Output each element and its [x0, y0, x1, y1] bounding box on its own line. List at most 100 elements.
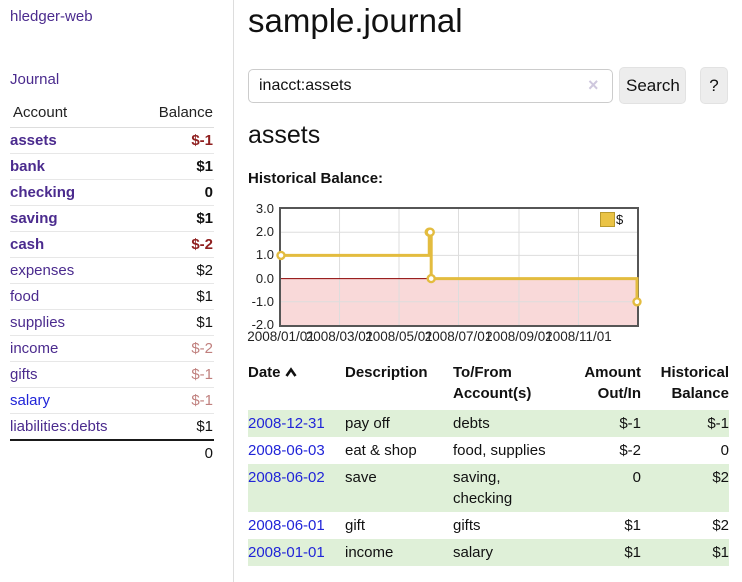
transaction-amount: $-1 — [619, 415, 641, 432]
account-row-bank: bank $1 — [10, 153, 214, 180]
transaction-balance: $-1 — [707, 415, 729, 432]
x-tick-label: 2008/01/01 — [247, 329, 315, 344]
accounts-col-balance: Balance — [137, 100, 214, 128]
account-balance: $1 — [137, 309, 214, 336]
transaction-amount: 0 — [632, 469, 641, 486]
legend-label: $ — [616, 212, 624, 227]
account-row-supplies: supplies $1 — [10, 309, 214, 336]
account-row-salary: salary $-1 — [10, 387, 214, 414]
account-link-gifts[interactable]: gifts — [10, 366, 38, 383]
register-row: 2008-06-03 eat & shop food, supplies $-2… — [248, 437, 729, 464]
sidebar-accounts-table: Account Balance assets $-1 bank $1 check… — [10, 100, 214, 466]
help-button[interactable]: ? — [700, 67, 728, 104]
y-tick-label: -2.0 — [251, 317, 274, 332]
account-balance: $-1 — [137, 361, 214, 388]
y-tick-label: 0.0 — [255, 270, 274, 286]
y-tick-label: 2.0 — [255, 224, 274, 240]
transaction-date-link[interactable]: 2008-06-02 — [248, 469, 325, 486]
transaction-description: save — [345, 469, 377, 486]
account-row-food: food $1 — [10, 283, 214, 310]
account-row-saving: saving $1 — [10, 205, 214, 232]
page-title: sample.journal — [248, 2, 463, 39]
register-col-date-label: Date — [248, 364, 281, 381]
account-row-gifts: gifts $-1 — [10, 361, 214, 388]
account-link-salary[interactable]: salary — [10, 392, 51, 409]
account-row-income: income $-2 — [10, 335, 214, 362]
legend-swatch-icon — [600, 212, 615, 227]
register-row: 2008-06-01 gift gifts $1 $2 — [248, 512, 729, 539]
register-table: Date Description To/From Account(s) Amou… — [248, 360, 729, 566]
x-tick-label: 2008/11/01 — [545, 329, 612, 344]
account-link-cash[interactable]: cash — [10, 236, 45, 253]
accounts-header-row: Account Balance — [10, 100, 214, 128]
transaction-balance: 0 — [720, 442, 729, 459]
sort-ascending-icon — [284, 367, 297, 377]
register-col-balance: Historical Balance — [660, 364, 729, 402]
transaction-description: eat & shop — [345, 442, 417, 459]
chart-caption: Historical Balance: — [248, 170, 384, 187]
transaction-accounts: food, supplies — [453, 442, 546, 459]
account-row-liabilities-debts: liabilities:debts $1 — [10, 413, 214, 441]
x-tick-label: 2008/05/01 — [365, 329, 433, 344]
account-balance: $-2 — [137, 335, 214, 362]
account-balance: $-1 — [137, 387, 214, 414]
account-link-supplies[interactable]: supplies — [10, 314, 66, 331]
transaction-accounts: salary — [453, 544, 494, 561]
account-balance: $-1 — [137, 127, 214, 154]
account-row-assets: assets $-1 — [10, 127, 214, 154]
transaction-balance: $1 — [712, 544, 729, 561]
transaction-date-link[interactable]: 2008-12-31 — [248, 415, 325, 432]
sidebar-divider — [233, 0, 234, 582]
accounts-col-account: Account — [10, 100, 138, 128]
account-row-checking: checking 0 — [10, 179, 214, 206]
register-header-row: Date Description To/From Account(s) Amou… — [248, 360, 729, 410]
account-link-saving[interactable]: saving — [10, 210, 58, 227]
search-button[interactable]: Search — [619, 67, 686, 104]
account-balance: $1 — [137, 153, 214, 180]
transaction-accounts: gifts — [453, 517, 481, 534]
transaction-balance: $2 — [712, 517, 729, 534]
y-tick-label: 3.0 — [255, 201, 274, 216]
transaction-amount: $1 — [624, 517, 641, 534]
transaction-amount: $-2 — [619, 442, 641, 459]
account-row-expenses: expenses $2 — [10, 257, 214, 284]
account-link-checking[interactable]: checking — [10, 184, 76, 201]
transaction-description: income — [345, 544, 394, 561]
account-balance: $1 — [137, 283, 214, 310]
y-tick-label: 1.0 — [255, 247, 274, 263]
account-link-income[interactable]: income — [10, 340, 59, 357]
register-col-description: Description — [345, 364, 428, 381]
transaction-description: gift — [345, 517, 366, 534]
account-link-food[interactable]: food — [10, 288, 40, 305]
transaction-balance: $2 — [712, 469, 729, 486]
search-input[interactable] — [248, 69, 613, 103]
transaction-accounts: saving, checking — [453, 469, 513, 507]
app-brand-link[interactable]: hledger-web — [10, 8, 93, 25]
y-tick-label: -1.0 — [251, 293, 274, 309]
account-balance: 0 — [137, 179, 214, 206]
balance-step-line-chart — [276, 209, 642, 325]
transaction-date-link[interactable]: 2008-01-01 — [248, 544, 325, 561]
x-tick-label: 2008/09/01 — [485, 329, 553, 344]
transaction-date-link[interactable]: 2008-06-03 — [248, 442, 325, 459]
transaction-amount: $1 — [624, 544, 641, 561]
x-tick-label: 2008/03/01 — [305, 329, 374, 344]
clear-search-icon[interactable]: × — [588, 75, 599, 95]
account-balance: $1 — [137, 205, 214, 232]
register-col-amount: Amount Out/In — [584, 364, 641, 402]
account-link-assets[interactable]: assets — [10, 132, 57, 149]
chart-plot-area — [276, 207, 642, 327]
register-row: 2008-01-01 income salary $1 $1 — [248, 539, 729, 566]
transaction-accounts: debts — [453, 415, 490, 432]
register-col-date[interactable]: Date — [248, 360, 345, 410]
register-row: 2008-06-02 save saving, checking 0 $2 — [248, 464, 729, 512]
account-balance: $-2 — [137, 231, 214, 258]
account-link-bank[interactable]: bank — [10, 158, 46, 175]
account-link-expenses[interactable]: expenses — [10, 262, 75, 279]
register-row: 2008-12-31 pay off debts $-1 $-1 — [248, 410, 729, 437]
account-row-cash: cash $-2 — [10, 231, 214, 258]
sidebar-item-journal[interactable]: Journal — [10, 71, 60, 88]
account-link-liabilities-debts[interactable]: liabilities:debts — [10, 418, 108, 435]
chart-legend: $ — [600, 212, 623, 227]
transaction-date-link[interactable]: 2008-06-01 — [248, 517, 325, 534]
